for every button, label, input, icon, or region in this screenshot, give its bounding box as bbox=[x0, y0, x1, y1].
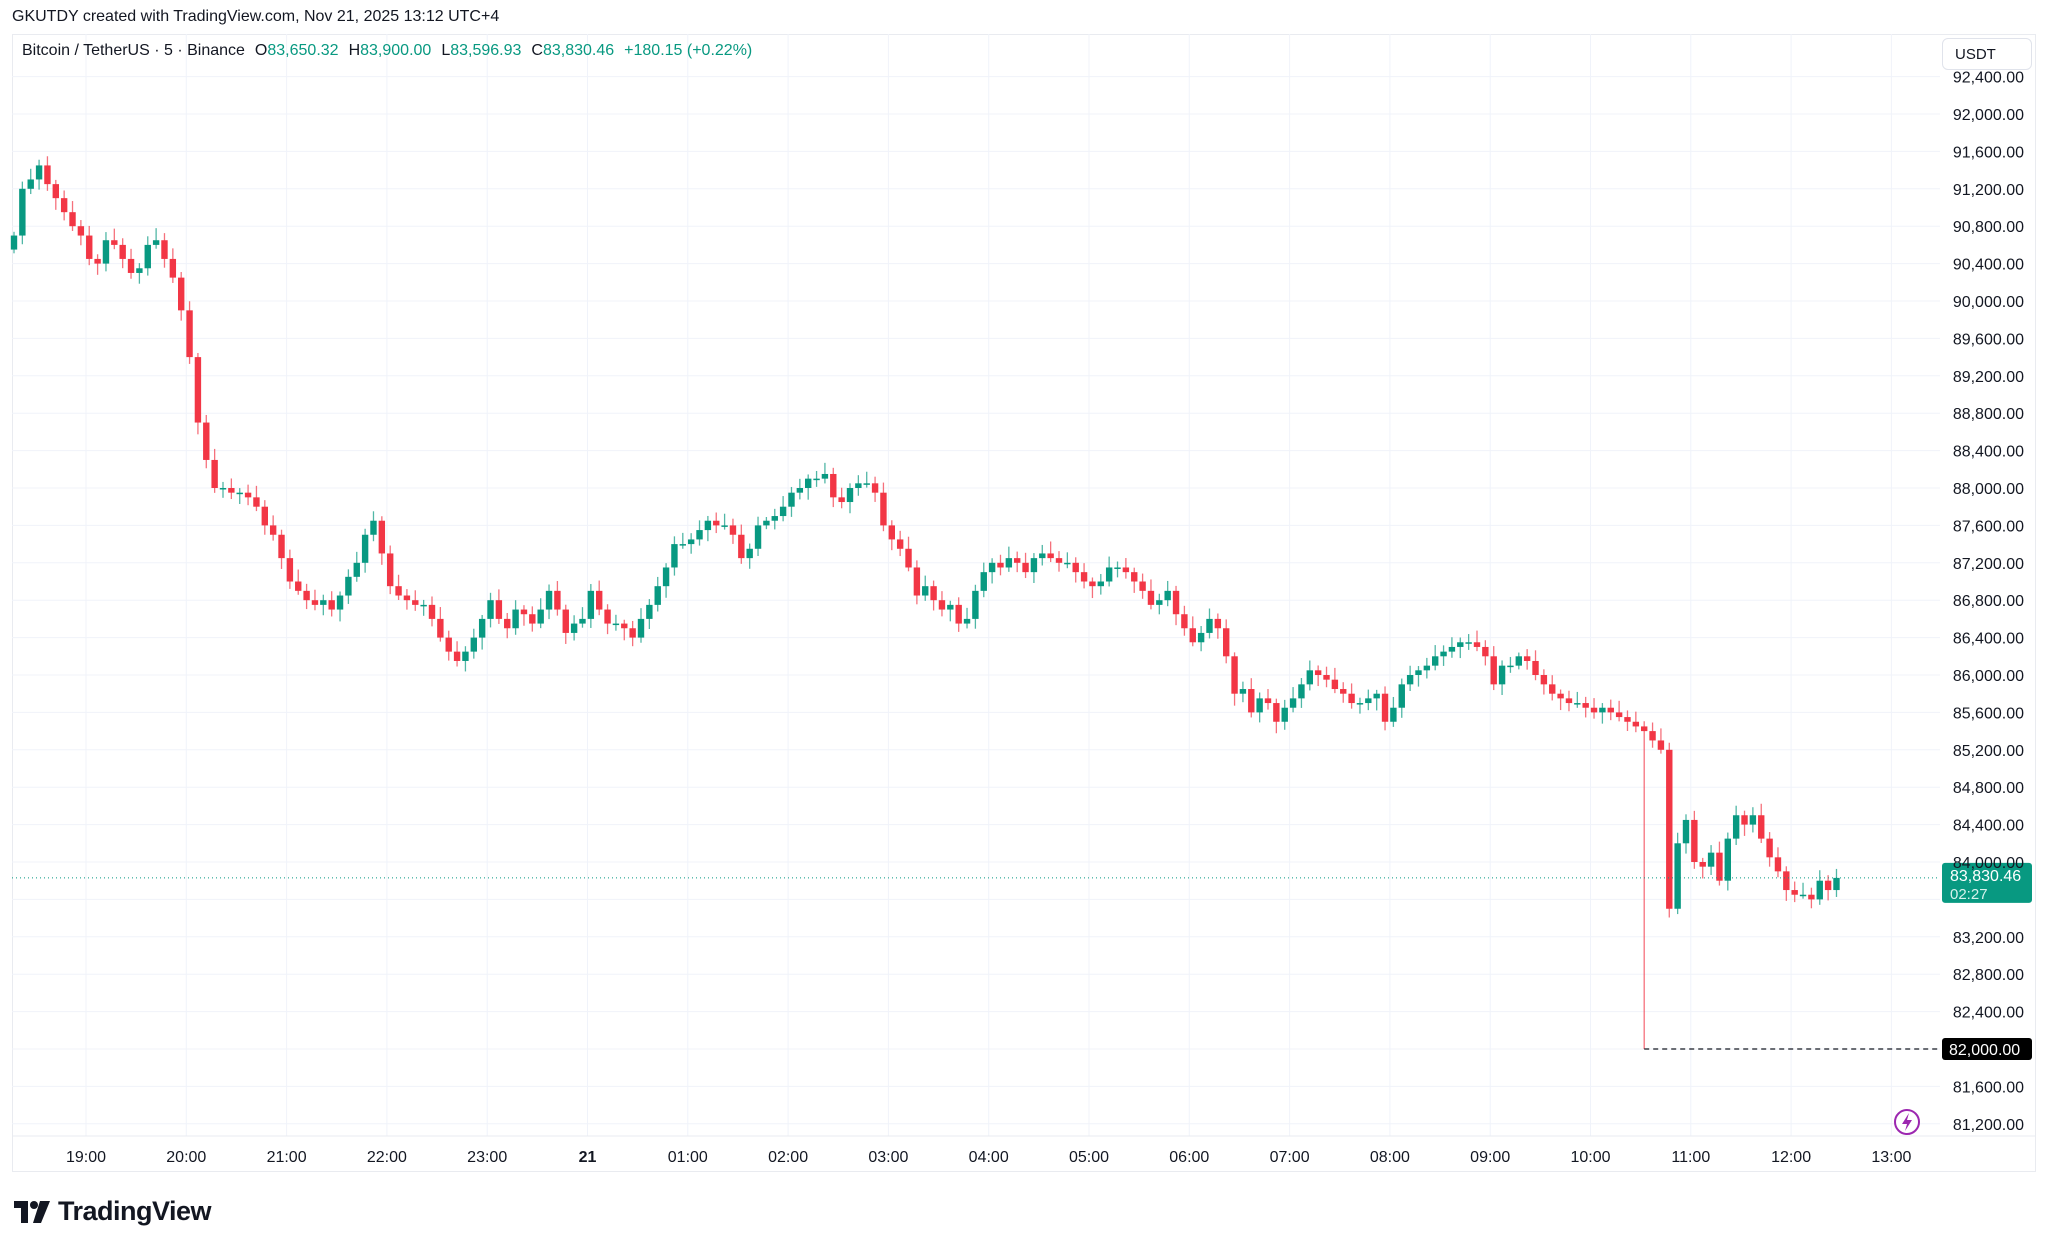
price-tick-label: 91,600.00 bbox=[1953, 144, 2024, 161]
time-tick-label: 10:00 bbox=[1570, 1149, 1610, 1166]
price-tick-label: 83,200.00 bbox=[1953, 930, 2024, 947]
logo-text: TradingView bbox=[58, 1196, 212, 1226]
price-tick-label: 90,800.00 bbox=[1953, 219, 2024, 236]
time-tick-label: 01:00 bbox=[668, 1149, 708, 1166]
price-tick-label: 90,000.00 bbox=[1953, 294, 2024, 311]
time-tick-label: 11:00 bbox=[1671, 1149, 1710, 1166]
svg-text:83,830.46: 83,830.46 bbox=[1950, 868, 2021, 885]
tradingview-logo[interactable]: TradingView bbox=[14, 1196, 212, 1227]
price-tick-label: 81,600.00 bbox=[1953, 1079, 2024, 1096]
high-value: 83,900.00 bbox=[360, 42, 432, 59]
svg-text:82,000.00: 82,000.00 bbox=[1949, 1042, 2020, 1059]
time-tick-label: 07:00 bbox=[1270, 1149, 1310, 1166]
time-axis[interactable]: 19:00 20:00 21:00 22:00 23:00 21 01:00 02:00 03:… bbox=[66, 1149, 1912, 1166]
time-tick-label: 05:00 bbox=[1069, 1149, 1109, 1166]
time-tick-label: 02:00 bbox=[768, 1149, 808, 1166]
price-tick-label: 86,800.00 bbox=[1953, 593, 2024, 610]
time-tick-label: 04:00 bbox=[969, 1149, 1009, 1166]
price-tick-label: 88,400.00 bbox=[1953, 444, 2024, 461]
close-value: 83,830.46 bbox=[542, 42, 615, 59]
price-tick-label: 86,000.00 bbox=[1953, 668, 2024, 685]
grid-lines bbox=[12, 34, 2036, 1137]
time-tick-label: 12:00 bbox=[1771, 1149, 1811, 1166]
chart-frame bbox=[12, 34, 2036, 1172]
time-tick-label: 23:00 bbox=[467, 1149, 507, 1166]
time-tick-label: 13:00 bbox=[1871, 1149, 1911, 1166]
svg-text:02:27: 02:27 bbox=[1950, 886, 1988, 903]
low-price-tag: 82,000.00 bbox=[1942, 1038, 2032, 1060]
time-tick-label: 03:00 bbox=[868, 1149, 908, 1166]
time-tick-label: 06:00 bbox=[1169, 1149, 1209, 1166]
time-tick-label: 22:00 bbox=[367, 1149, 407, 1166]
time-tick-label: 19:00 bbox=[66, 1149, 106, 1166]
price-tick-label: 92,400.00 bbox=[1953, 70, 2024, 87]
price-tick-label: 87,200.00 bbox=[1953, 556, 2024, 573]
price-tick-label: 88,000.00 bbox=[1953, 481, 2024, 498]
price-tick-label: 88,800.00 bbox=[1953, 406, 2024, 423]
price-tick-label: 89,200.00 bbox=[1953, 369, 2024, 386]
price-tick-label: 82,400.00 bbox=[1953, 1005, 2024, 1022]
price-tick-label: 84,000.00 bbox=[1953, 855, 2024, 872]
time-tick-label: 08:00 bbox=[1370, 1149, 1410, 1166]
tradingview-logo-icon bbox=[14, 1200, 50, 1223]
price-tick-label: 91,200.00 bbox=[1953, 182, 2024, 199]
currency-button[interactable]: USDT bbox=[1942, 38, 2032, 70]
price-tick-label: 85,600.00 bbox=[1953, 705, 2024, 722]
price-tick-label: 89,600.00 bbox=[1953, 331, 2024, 348]
price-tick-label: 82,800.00 bbox=[1953, 967, 2024, 984]
price-tick-label: 84,800.00 bbox=[1953, 780, 2024, 797]
candles bbox=[10, 156, 1840, 1049]
change-value: +180.15 (+0.22%) bbox=[624, 42, 753, 59]
price-tick-label: 92,000.00 bbox=[1953, 107, 2024, 124]
price-tick-label: 85,200.00 bbox=[1953, 743, 2024, 760]
price-tick-label: 90,400.00 bbox=[1953, 257, 2024, 274]
price-tick-label: 86,400.00 bbox=[1953, 631, 2024, 648]
price-tick-label: 81,200.00 bbox=[1953, 1117, 2024, 1134]
chart-credit: GKUTDY created with TradingView.com, Nov… bbox=[12, 8, 500, 25]
time-tick-label: 20:00 bbox=[166, 1149, 206, 1166]
low-value: 83,596.93 bbox=[450, 42, 522, 59]
time-tick-label: 09:00 bbox=[1470, 1149, 1510, 1166]
open-value: 83,650.32 bbox=[267, 42, 339, 59]
symbol-legend: Bitcoin / TetherUS · 5 · Binance O 83,650… bbox=[22, 42, 753, 59]
price-axis[interactable]: 92,400.00 92,000.00 91,600.00 91,200.00 90,8… bbox=[1953, 70, 2024, 1134]
time-tick-label: 21 bbox=[579, 1149, 597, 1166]
time-tick-label: 21:00 bbox=[267, 1149, 307, 1166]
lightning-icon[interactable] bbox=[1894, 1109, 1920, 1135]
price-tick-label: 87,600.00 bbox=[1953, 518, 2024, 535]
price-tick-label: 84,400.00 bbox=[1953, 818, 2024, 835]
symbol-name[interactable]: Bitcoin / TetherUS · 5 · Binance bbox=[22, 42, 245, 59]
